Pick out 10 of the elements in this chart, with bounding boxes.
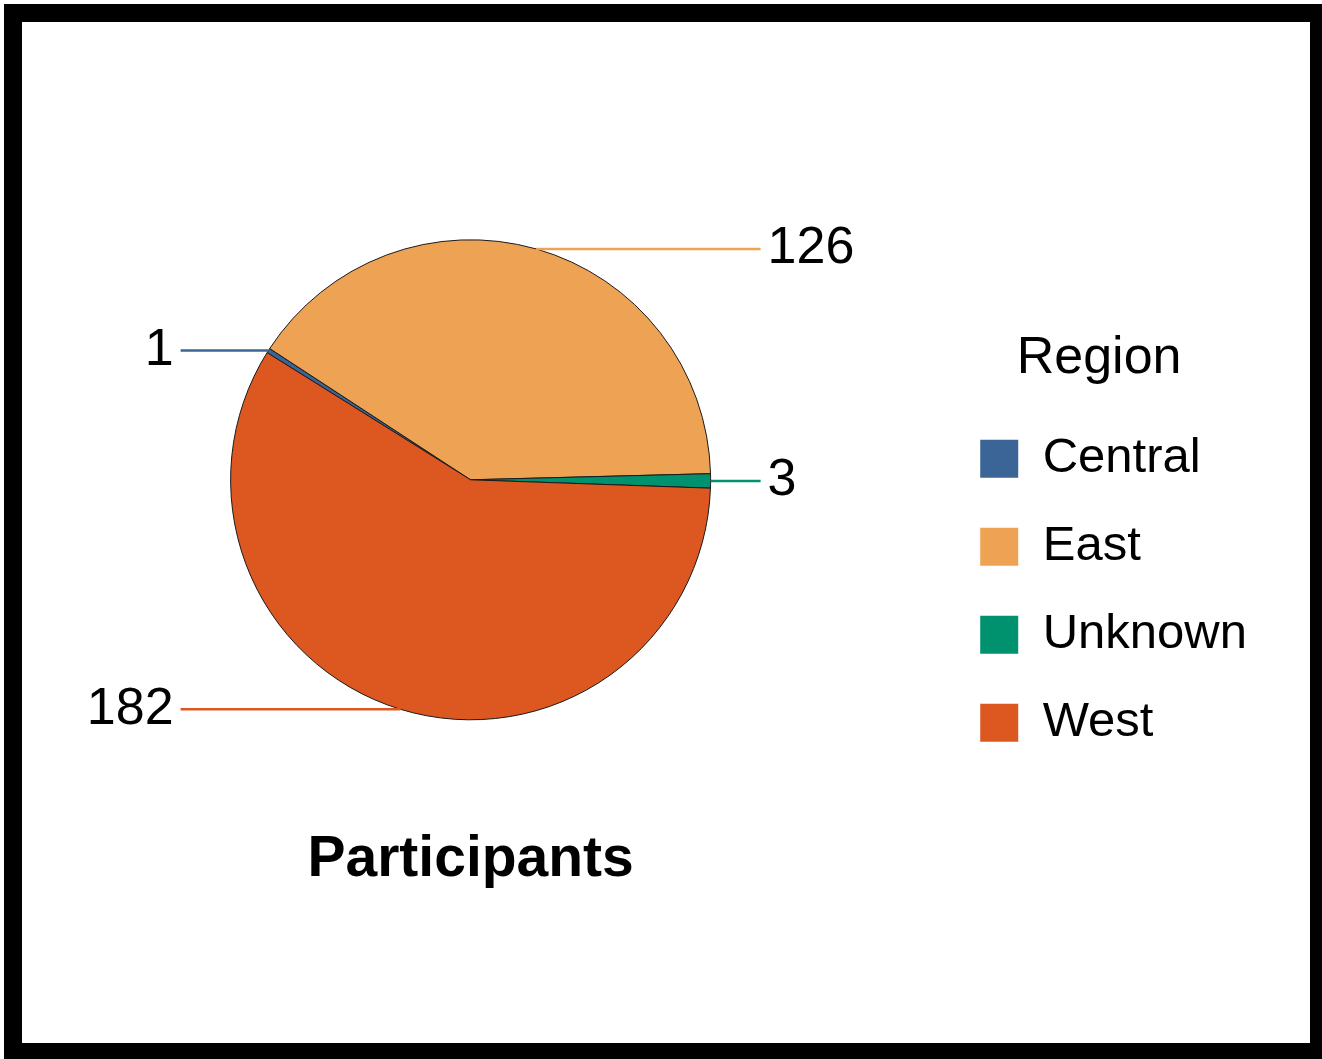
legend-label: Central bbox=[1042, 428, 1201, 483]
legend-label: Unknown bbox=[1042, 604, 1247, 659]
text: Participants bbox=[307, 823, 634, 888]
data-label: 182 bbox=[86, 676, 174, 735]
legend-label: East bbox=[1042, 516, 1142, 571]
data-label: 3 bbox=[767, 448, 797, 507]
legend-label: West bbox=[1042, 692, 1154, 747]
legend-title: Region bbox=[1016, 326, 1182, 385]
data-label: 126 bbox=[767, 216, 855, 275]
data-label: 1 bbox=[144, 317, 174, 376]
